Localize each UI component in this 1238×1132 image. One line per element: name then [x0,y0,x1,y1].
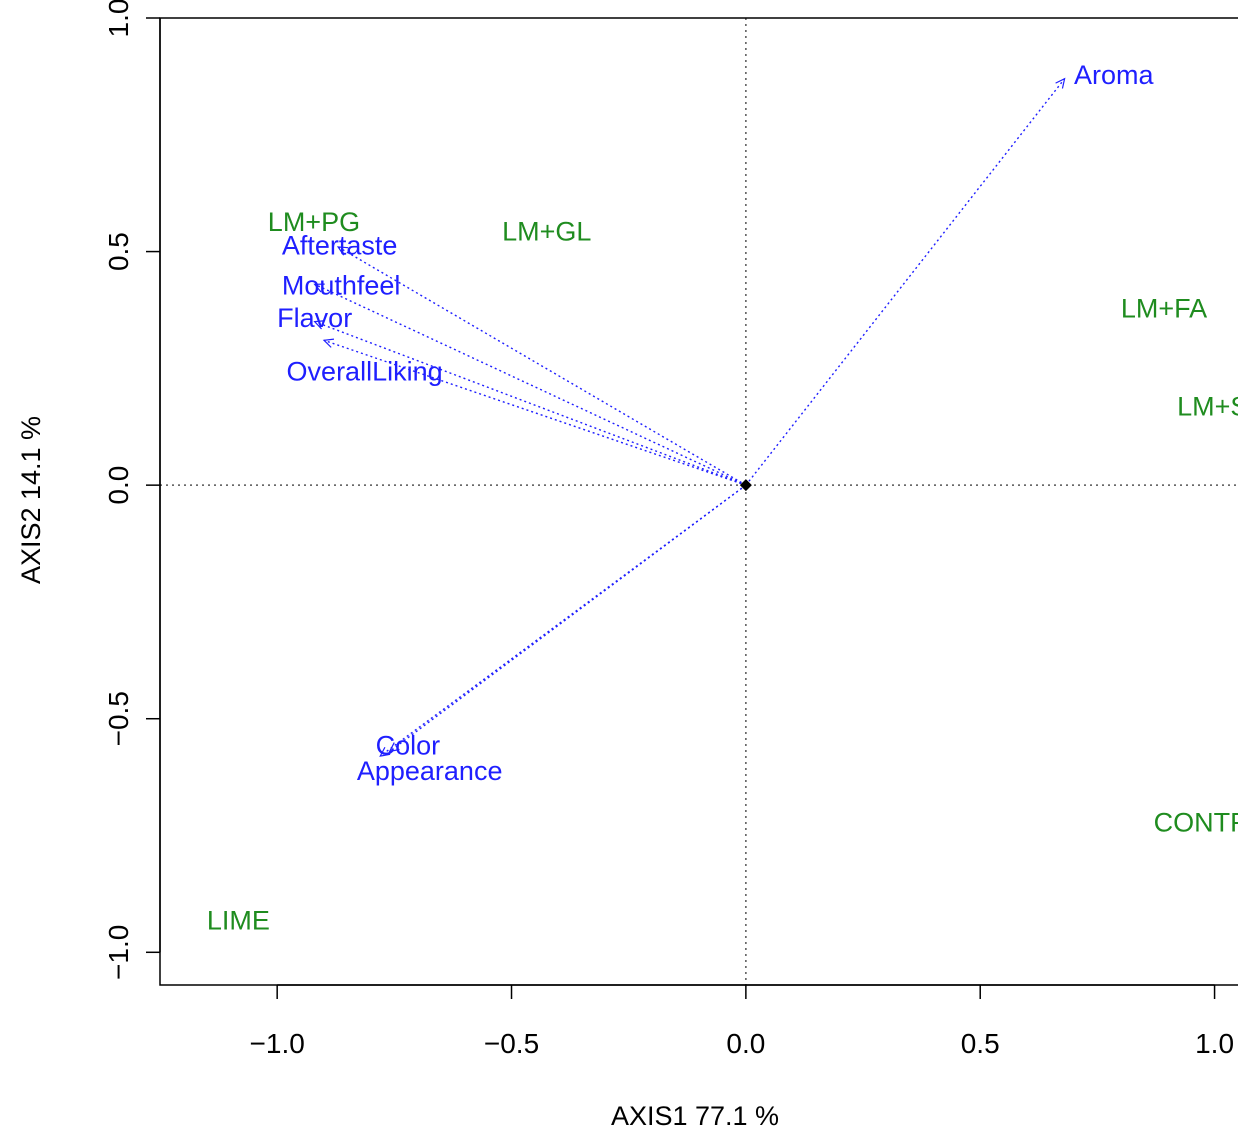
y-tick-label: −0.5 [103,691,134,746]
vector-arrowhead [379,746,391,757]
origin-marker-group [739,479,752,492]
vector-arrowhead [313,320,325,330]
y-tick-label: 1.0 [103,0,134,37]
vector-aroma [745,78,1066,486]
plot-frame [159,17,1238,986]
y-tick-label: −1.0 [103,925,134,980]
treatment-label-lm-fa: LM+FA [1121,294,1207,324]
vector-arrowhead [322,338,335,348]
attribute-label-flavor: Flavor [277,303,352,333]
vector-color [379,484,747,757]
vector-flavor [314,320,747,486]
y-tick-label: 0.0 [103,466,134,505]
origin-marker [739,479,752,492]
vector-arrowhead [313,283,325,293]
attribute-label-aftertaste: Aftertaste [282,231,398,261]
x-tick-label: 0.0 [726,1028,765,1059]
vector-arrowhead [388,742,400,753]
x-tick-label: 1.0 [1195,1028,1234,1059]
attribute-label-aroma: Aroma [1074,60,1155,90]
attribute-label-overallliking: OverallLiking [287,357,443,387]
vector-overallliking [323,339,747,486]
x-tick-label: −0.5 [484,1028,539,1059]
y-axis-title: AXIS2 14.1 % [16,416,46,584]
attribute-label-color: Color [376,730,441,760]
vector-arrowhead [1055,77,1066,89]
vector-arrowhead [336,246,349,256]
treatment-label-lm-sb: LM+SB [1177,392,1238,422]
attribute-label-mouthfeel: Mouthfeel [282,270,401,300]
treatment-label-control: CONTROL [1154,807,1238,837]
vector-aftertaste [337,246,747,486]
x-axis: −1.0 −0.5 0.0 0.5 1.0 [250,984,1234,1059]
x-axis-title: AXIS1 77.1 % [611,1101,779,1131]
vector-mouthfeel [314,283,747,486]
x-tick-label: −1.0 [250,1028,305,1059]
plot-border [159,17,1238,986]
reference-lines [160,18,1238,985]
treatment-label-lm-gl: LM+GL [502,217,591,247]
y-axis: −1.0 −0.5 0.0 0.5 1.0 [103,0,161,980]
x-tick-label: 0.5 [961,1028,1000,1059]
vector-appearance [389,484,747,752]
attribute-label-appearance: Appearance [357,756,503,786]
y-tick-label: 0.5 [103,232,134,271]
attribute-vectors [313,77,1066,757]
treatment-label-lime: LIME [207,906,270,936]
treatment-labels: LM+PG LM+GL LM+FA LM+SB CONTROL LIME [207,207,1238,935]
treatment-label-lm-pg: LM+PG [268,207,360,237]
